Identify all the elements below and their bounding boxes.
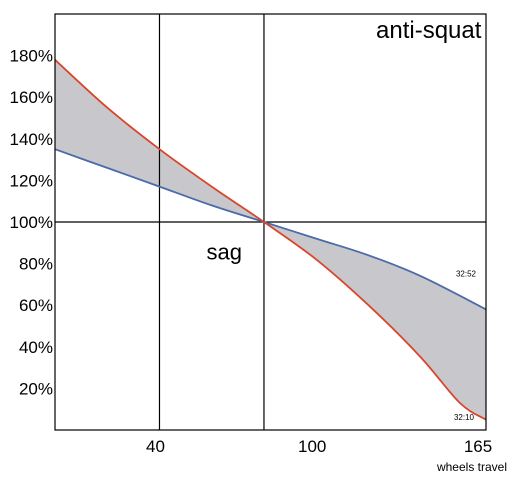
plot-frame bbox=[54, 13, 487, 431]
y-tick-label: 180% bbox=[10, 47, 53, 66]
fill-between-area bbox=[55, 59, 486, 420]
y-tick-labels: 180% 160% 140% 120% 100% 80% 60% 40% 20% bbox=[10, 47, 53, 399]
series-label-32-10: 32:10 bbox=[454, 413, 475, 422]
x-axis-label: wheels travel bbox=[436, 460, 507, 474]
y-tick-label: 40% bbox=[19, 338, 53, 357]
series-line-32-10 bbox=[54, 59, 487, 421]
y-tick-label: 100% bbox=[10, 213, 53, 232]
y-tick-label: 160% bbox=[10, 88, 53, 107]
x-tick-labels: 40 100 165 bbox=[146, 437, 492, 456]
y-tick-label: 120% bbox=[10, 171, 53, 190]
x-tick-label: 165 bbox=[464, 437, 492, 456]
y-tick-label: 80% bbox=[19, 255, 53, 274]
x-tick-label: 40 bbox=[146, 437, 165, 456]
x-tick-label: 100 bbox=[298, 437, 326, 456]
y-tick-label: 140% bbox=[10, 130, 53, 149]
y-tick-label: 20% bbox=[19, 379, 53, 398]
series-label-32-52: 32:52 bbox=[456, 269, 477, 278]
chart-title: anti-squat bbox=[376, 17, 482, 44]
y-tick-label: 60% bbox=[19, 296, 53, 315]
sag-label: sag bbox=[207, 239, 242, 264]
